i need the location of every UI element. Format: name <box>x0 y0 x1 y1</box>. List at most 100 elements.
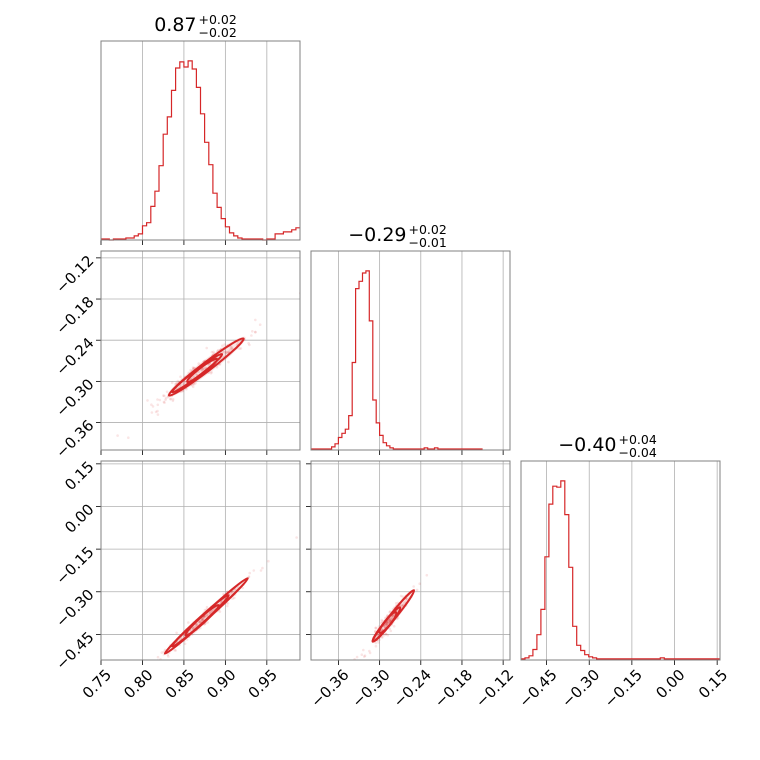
sample-point <box>388 619 392 622</box>
x-tick-label: −0.45 <box>515 666 560 711</box>
sample-point <box>239 347 243 350</box>
sample-point <box>194 623 198 626</box>
panel-frame <box>310 460 511 661</box>
sample-point <box>308 282 311 285</box>
sample-point <box>254 330 257 334</box>
sample-point <box>183 380 187 384</box>
sample-point <box>384 632 388 636</box>
sample-point <box>197 621 201 624</box>
sample-point <box>175 631 178 635</box>
sample-point <box>386 622 389 625</box>
panel-background <box>101 41 300 240</box>
sample-point <box>221 344 224 348</box>
sample-point <box>215 365 219 369</box>
sample-point <box>368 649 371 653</box>
sample-point <box>396 616 400 620</box>
sample-point <box>261 566 264 570</box>
sample-point <box>164 396 168 400</box>
sample-point <box>204 615 208 618</box>
sample-point <box>183 642 187 646</box>
density-contour <box>186 357 219 384</box>
density-contour <box>378 611 398 634</box>
sample-point <box>197 370 201 374</box>
sample-point <box>193 625 196 629</box>
sample-point <box>209 611 212 614</box>
sample-point <box>150 411 154 414</box>
x-tick-label: 0.75 <box>79 666 115 702</box>
panel-background <box>101 461 300 660</box>
sample-point <box>205 613 209 617</box>
panel-frame <box>100 40 301 241</box>
panel-frame <box>100 250 301 451</box>
y-tick-label: 0.00 <box>61 500 97 536</box>
sample-point <box>127 436 130 440</box>
sample-point <box>191 627 195 630</box>
sample-point <box>212 350 215 354</box>
x-tick-label: 0.90 <box>203 666 239 702</box>
sample-point <box>197 362 200 365</box>
y-tick-label: −0.30 <box>52 375 97 420</box>
sample-point <box>401 604 404 608</box>
scatter-panel-0-1 <box>96 250 311 455</box>
sample-point <box>204 366 207 369</box>
sample-point <box>356 661 359 664</box>
sample-point <box>226 602 230 605</box>
sample-point <box>259 569 263 572</box>
histogram-panel-0: 0.87 +0.02−0.02 <box>100 12 301 245</box>
sample-point <box>238 347 241 351</box>
panel-frame <box>520 460 721 661</box>
sample-point <box>400 603 404 607</box>
sample-point <box>173 648 176 652</box>
sample-point <box>166 395 170 399</box>
panel-title-lower-error: −0.04 <box>619 445 657 460</box>
sample-point <box>387 620 391 624</box>
sample-point <box>209 371 213 375</box>
panel-contents <box>116 536 298 698</box>
sample-point <box>392 625 396 628</box>
sample-point <box>386 623 389 626</box>
panel-background <box>101 251 300 450</box>
panel-contents <box>353 573 429 664</box>
panel-frame <box>310 250 511 451</box>
sample-point <box>163 394 166 398</box>
sample-point <box>205 346 208 350</box>
sample-point <box>212 608 216 611</box>
sample-point <box>223 343 226 346</box>
sample-point <box>206 621 209 624</box>
sample-point <box>182 382 185 386</box>
x-tick-label: −0.18 <box>431 666 476 711</box>
sample-point <box>156 655 160 659</box>
sample-point <box>201 617 205 620</box>
sample-point <box>166 653 170 657</box>
sample-point <box>227 350 231 353</box>
sample-point <box>388 610 391 614</box>
sample-point <box>381 636 384 639</box>
sample-point <box>384 632 388 636</box>
sample-point <box>229 348 232 351</box>
sample-point <box>174 649 177 652</box>
sample-point <box>160 651 164 654</box>
sample-point <box>230 347 233 351</box>
sample-point <box>116 695 119 698</box>
y-tick-label: −0.36 <box>52 416 97 461</box>
sample-point <box>205 605 209 609</box>
sample-point <box>203 615 206 619</box>
sample-point <box>151 405 155 408</box>
sample-point <box>363 655 366 658</box>
sample-point <box>390 616 394 620</box>
sample-point <box>200 618 203 621</box>
sample-point <box>386 621 390 625</box>
scatter-panel-1-2 <box>306 460 511 665</box>
sample-point <box>203 608 207 612</box>
sample-point <box>162 400 166 404</box>
x-tick-label: −0.12 <box>472 666 517 711</box>
sample-point <box>185 387 188 391</box>
sample-point <box>250 334 253 337</box>
sample-point <box>163 401 166 404</box>
x-tick-label: 0.85 <box>162 666 198 702</box>
sample-point <box>164 398 167 402</box>
sample-point <box>146 399 149 402</box>
x-tick-label: −0.30 <box>558 666 603 711</box>
sample-point <box>165 390 169 394</box>
